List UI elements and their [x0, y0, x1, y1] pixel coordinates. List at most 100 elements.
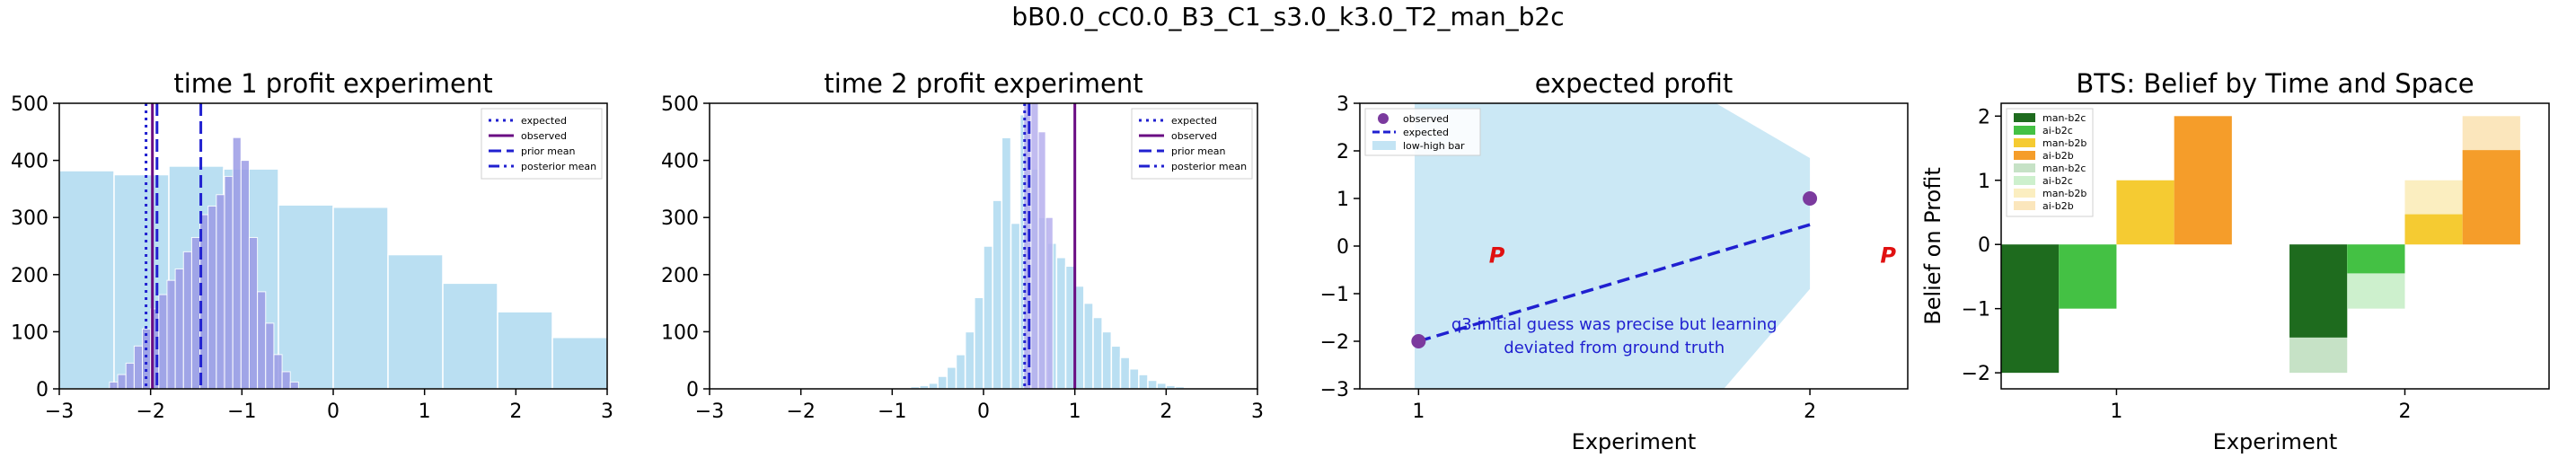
- legend-label: ai-b2b: [2042, 200, 2074, 212]
- y-tick-label: 0: [686, 379, 699, 401]
- hist-bar-wide: [1001, 137, 1012, 389]
- hist-bar-narrow: [248, 236, 259, 389]
- axes-p1: time 1 profit experiment −3 −2 −1 0 1 2 3 0 100 20…: [11, 68, 613, 423]
- y-tick-label: 1: [1337, 189, 1349, 211]
- y-tick-label: 0: [36, 379, 49, 401]
- hist-bar-wide: [278, 204, 334, 389]
- legend-label: man-b2b: [2042, 188, 2086, 199]
- x-tick-label: −1: [227, 401, 256, 423]
- hist-bar-narrow: [125, 362, 135, 389]
- x-tick-label: 3: [601, 401, 613, 423]
- hist-bar-wide: [1119, 357, 1131, 389]
- y-tick-label: 100: [11, 321, 49, 344]
- belief-bar: [2001, 244, 2060, 374]
- belief-bar: [2347, 244, 2405, 274]
- low-high-band: [1415, 103, 1811, 389]
- hist-bar-wide: [1064, 265, 1076, 389]
- y-tick-label: 0: [1337, 236, 1349, 259]
- legend-swatch: [2014, 151, 2035, 160]
- hist-bar-wide: [59, 170, 115, 389]
- hist-bar-wide: [983, 245, 993, 389]
- expected-profit-plot: P Pq3.initial guess was precise but learn…: [1411, 103, 1896, 389]
- legend-label: ai-b2c: [2042, 175, 2073, 187]
- hist-bar-narrow: [273, 354, 283, 389]
- y-tick-label: 2: [1978, 106, 1990, 128]
- legend-label: man-b2b: [2042, 137, 2086, 149]
- hist-bar-narrow: [1030, 103, 1039, 389]
- legend-label: observed: [521, 130, 567, 142]
- axes-p4: BTS: Belief by Time and Space Experiment B…: [1920, 68, 2475, 454]
- legend-box: [1131, 108, 1253, 180]
- observed-point: [1411, 334, 1426, 348]
- hist-bar-wide: [1073, 285, 1085, 389]
- legend-swatch: [2014, 126, 2035, 135]
- hist-bar-wide: [1101, 330, 1113, 389]
- hist-bar-narrow: [240, 160, 250, 389]
- legend-label: low-high bar: [1403, 140, 1465, 152]
- hist-bar-wide: [964, 330, 975, 389]
- legend: man-b2cai-b2cman-b2bai-b2bman-b2cai-b2cm…: [2006, 108, 2094, 217]
- hist-bar-wide: [992, 199, 1003, 389]
- hist-bar-wide: [1010, 222, 1021, 389]
- hist-bar-wide: [1055, 256, 1067, 389]
- y-tick-label: −1: [1320, 284, 1349, 306]
- p-marker: P: [1880, 243, 1896, 269]
- x-tick-label: −3: [695, 401, 724, 423]
- observed-point: [1803, 191, 1818, 206]
- hist-bar-narrow: [207, 205, 217, 389]
- belief-bar: [2404, 214, 2463, 245]
- x-tick-label: −3: [45, 401, 74, 423]
- hist-bar-narrow: [166, 279, 176, 389]
- y-tick-label: −3: [1320, 379, 1349, 401]
- legend: expected observed prior mean posterior mean: [1131, 108, 1253, 180]
- legend-swatch: [2014, 176, 2035, 185]
- hist-bar-wide: [551, 337, 607, 389]
- hist-bar-narrow: [281, 371, 291, 389]
- x-tick-label: 0: [977, 401, 990, 423]
- belief-bar: [2116, 180, 2175, 245]
- legend-label: prior mean: [521, 145, 576, 157]
- y-tick-label: 1: [1978, 171, 1990, 193]
- hist-bar-wide: [937, 375, 948, 389]
- plot-frame: [2000, 102, 2550, 390]
- p-marker: P: [1489, 243, 1505, 269]
- legend-swatch: [2014, 189, 2035, 198]
- legend-patch: [1372, 141, 1396, 150]
- x-tick-label: 2: [2398, 401, 2411, 423]
- y-tick-label: −2: [1962, 363, 1990, 385]
- plot-title: BTS: Belief by Time and Space: [2076, 68, 2474, 99]
- x-axis-label: Experiment: [2213, 429, 2338, 454]
- x-tick-label: 2: [1160, 401, 1172, 423]
- hist-bar-wide: [442, 282, 498, 389]
- hist-bar-narrow: [232, 137, 242, 389]
- hist-bar-wide: [955, 354, 966, 389]
- x-tick-label: 1: [419, 401, 431, 423]
- hist-bar-wide: [1147, 379, 1158, 389]
- figure-suptitle: bB0.0_cC0.0_B3_C1_s3.0_k3.0_T2_man_b2c: [1011, 2, 1564, 31]
- x-tick-label: −2: [136, 401, 164, 423]
- y-tick-label: 100: [661, 321, 699, 344]
- belief-bar: [2289, 244, 2348, 338]
- x-tick-label: −1: [878, 401, 906, 423]
- hist-bar-narrow: [109, 381, 119, 389]
- y-tick-label: 400: [11, 151, 49, 173]
- annotation-line: q3.initial guess was precise but learnin…: [1451, 315, 1778, 334]
- hist-bar-narrow: [1045, 216, 1054, 389]
- axes-p3: expected profit Experiment 1 2 −3 −2 −1 0 1 2 3: [1320, 68, 1817, 454]
- hist-bar-wide: [1128, 367, 1140, 389]
- legend-label: expected: [521, 115, 567, 127]
- legend-box: [481, 108, 603, 180]
- histogram-p1: [59, 103, 607, 389]
- plot-title: time 1 profit experiment: [173, 68, 492, 99]
- x-tick-label: 1: [1412, 401, 1425, 423]
- hist-bar-wide: [387, 253, 444, 389]
- legend-label: observed: [1403, 113, 1449, 125]
- y-axis-label: Belief on Profit: [1920, 167, 1945, 325]
- legend-label: posterior mean: [521, 161, 596, 172]
- plot-title: time 2 profit experiment: [824, 68, 1142, 99]
- hist-bar-narrow: [158, 294, 168, 389]
- hist-bar-narrow: [265, 322, 275, 389]
- hist-bar-narrow: [133, 345, 144, 389]
- x-tick-label: 1: [1069, 401, 1081, 423]
- hist-bar-narrow: [224, 175, 234, 389]
